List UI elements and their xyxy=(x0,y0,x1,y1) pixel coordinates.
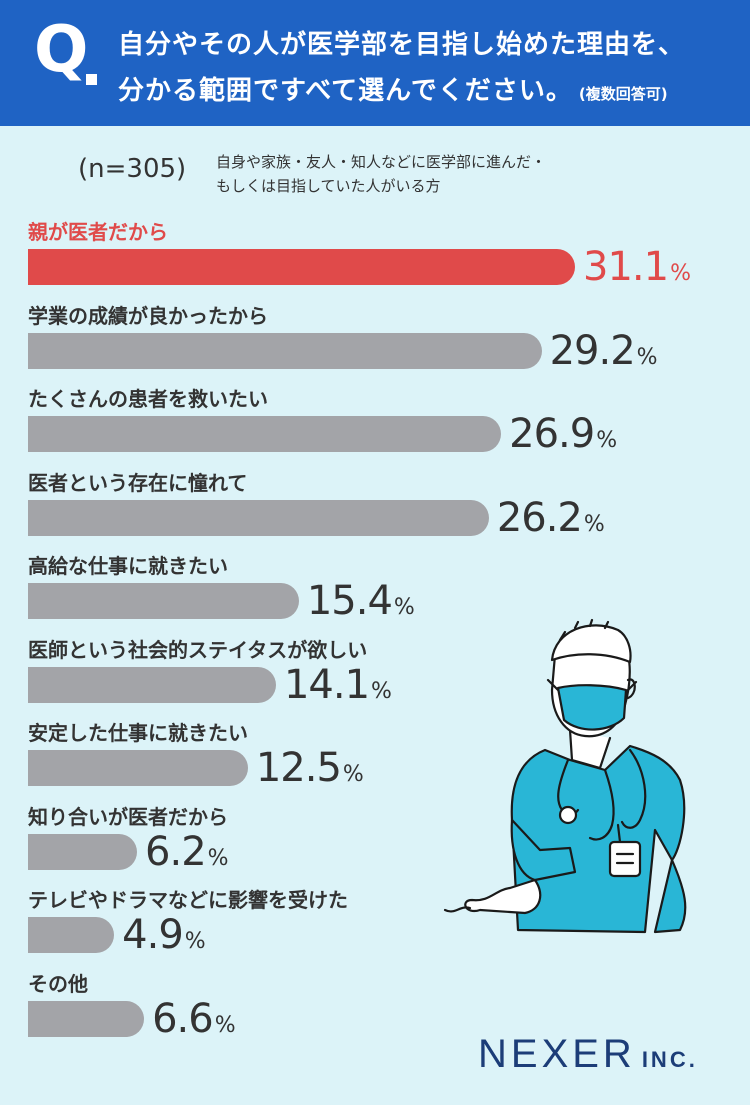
bar xyxy=(28,332,542,369)
sample-description: 自身や家族・友人・知人などに医学部に進んだ・ もしくは目指していた人がいる方 xyxy=(216,150,546,198)
question-line-1: 自分やその人が医学部を目指し始めた理由を、 xyxy=(118,30,686,60)
value-label: 26.2% xyxy=(496,494,605,541)
category-label: たくさんの患者を救いたい xyxy=(28,387,268,411)
bar xyxy=(28,583,299,619)
question-header: Q 自分やその人が医学部を目指し始めた理由を、 分かる範囲ですべて選んでください… xyxy=(0,0,750,126)
doctor-in-scrubs-icon xyxy=(443,618,687,934)
value-label: 4.9% xyxy=(122,912,206,958)
bar xyxy=(28,416,502,452)
category-label: テレビやドラマなどに影響を受けた xyxy=(28,888,348,912)
category-label: 知り合いが医者だから xyxy=(28,804,228,829)
value-label: 6.6% xyxy=(152,995,236,1042)
multiple-answer-note: (複数回答可) xyxy=(578,85,668,103)
sample-description-line-1: 自身や家族・友人・知人などに医学部に進んだ・ xyxy=(216,153,547,171)
value-label: 12.5% xyxy=(255,745,364,791)
category-label: その他 xyxy=(28,971,88,996)
bar xyxy=(28,750,248,786)
value-label: 15.4% xyxy=(306,578,415,624)
value-label: 31.1% xyxy=(583,244,691,290)
sample-description-line-2: もしくは目指していた人がいる方 xyxy=(216,177,441,195)
category-label: 学業の成績が良かったから xyxy=(28,303,268,328)
category-label: 親が医者だから xyxy=(28,220,168,244)
bar xyxy=(28,666,276,703)
question-line-2-text: 分かる範囲ですべて選んでください。 xyxy=(118,76,573,106)
category-label: 安定した仕事に就きたい xyxy=(28,721,248,745)
value-label: 6.2% xyxy=(145,828,229,875)
logo-name: NEXER xyxy=(478,1032,636,1076)
bar xyxy=(28,249,575,285)
question-line-2: 分かる範囲ですべて選んでください。 (複数回答可) xyxy=(118,70,668,107)
value-label: 14.1% xyxy=(283,661,392,708)
bar xyxy=(28,499,489,536)
sample-size: (n=305) xyxy=(78,154,187,184)
value-label: 29.2% xyxy=(549,327,658,374)
bar xyxy=(28,917,115,953)
category-label: 医師という社会的ステイタスが欲しい xyxy=(28,637,368,662)
question-mark-q: Q xyxy=(34,13,89,87)
category-label: 高給な仕事に就きたい xyxy=(28,554,228,578)
bar xyxy=(28,833,138,870)
value-label: 26.9% xyxy=(509,411,618,457)
bar xyxy=(28,1000,145,1037)
logo-suffix: INC. xyxy=(641,1047,698,1072)
q-dot xyxy=(86,74,97,85)
category-label: 医者という存在に憧れて xyxy=(28,470,248,495)
nexer-logo: NEXER INC. xyxy=(478,1032,698,1077)
